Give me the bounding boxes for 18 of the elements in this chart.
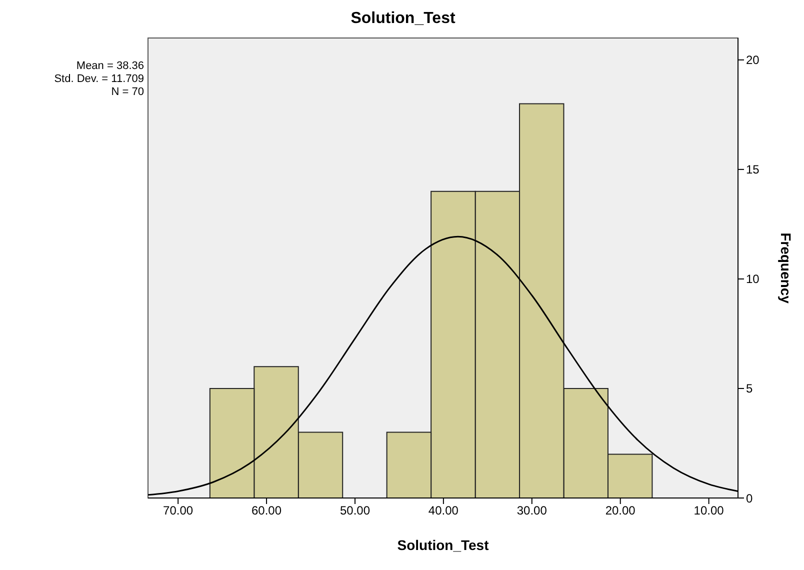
y-tick-label: 5: [746, 382, 753, 396]
text: Mean = 38.36: [75, 60, 144, 73]
x-tick-label: 20.00: [605, 504, 636, 518]
y-tick-label: 20: [746, 53, 760, 68]
x-tick-label: 50.00: [340, 504, 370, 518]
text: N = 70: [110, 86, 144, 99]
x-tick-label: 40.00: [428, 504, 459, 518]
x-tick-label: 10.00: [694, 504, 724, 518]
text: Std. Dev. = 11.709: [53, 73, 144, 86]
y-tick-label: 15: [746, 162, 760, 177]
x-tick-label: 60.00: [252, 504, 282, 518]
x-tick-label: 30.00: [516, 504, 548, 518]
y-axis-title: Frequency: [778, 232, 794, 304]
chart-title: Solution_Test: [350, 10, 456, 28]
x-axis-title: Solution_Test: [397, 537, 490, 553]
y-tick-label: 10: [746, 272, 760, 286]
x-tick-label: 70.00: [163, 504, 194, 518]
y-tick-label: 0: [746, 491, 753, 506]
